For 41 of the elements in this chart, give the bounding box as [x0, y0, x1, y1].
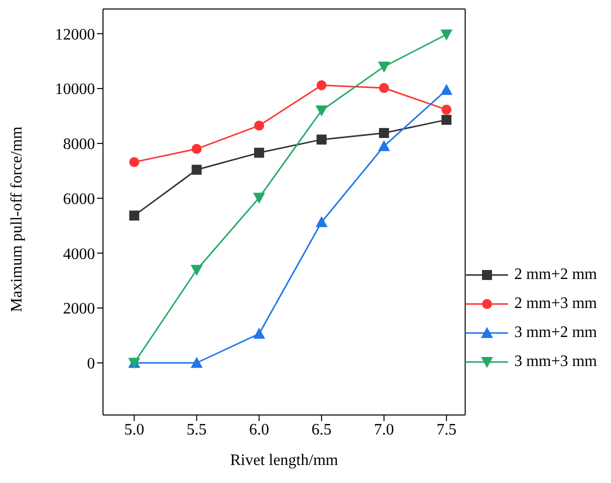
- point: [254, 148, 264, 158]
- point: [316, 106, 328, 116]
- y-tick-label: 4000: [63, 246, 95, 263]
- point: [441, 104, 452, 115]
- legend-label: 2 mm+3 mm: [514, 294, 597, 312]
- y-tick-label: 10000: [55, 81, 95, 98]
- legend-label: 3 mm+3 mm: [514, 352, 597, 370]
- point: [253, 328, 266, 339]
- point: [253, 192, 266, 204]
- x-tick-label: 6.5: [312, 421, 332, 438]
- point: [316, 216, 328, 228]
- point: [190, 356, 203, 368]
- point: [192, 164, 202, 175]
- point: [379, 128, 390, 138]
- legend-label: 3 mm+2 mm: [514, 324, 597, 342]
- x-tick-label: 5.5: [186, 421, 207, 438]
- y-tick-label: 8000: [63, 136, 95, 154]
- legend-label: 2 mm+2 mm: [514, 266, 597, 284]
- y-tick-label: 2000: [63, 300, 95, 318]
- x-tick-label: 7.0: [374, 421, 394, 438]
- y-tick-label: 6000: [63, 190, 95, 208]
- point: [440, 84, 452, 95]
- y-tick-label: 0: [87, 356, 95, 373]
- point: [316, 134, 327, 145]
- point: [190, 264, 203, 276]
- x-tick-label: 5.0: [124, 421, 144, 438]
- point: [378, 62, 390, 73]
- point: [129, 210, 140, 221]
- y-tick-label: 12000: [55, 26, 95, 44]
- y-axis-title: Maximum pull-off force/mm: [8, 126, 26, 312]
- point: [441, 114, 452, 125]
- point: [254, 120, 264, 131]
- x-tick-label: 6.0: [249, 421, 270, 438]
- point: [440, 30, 452, 41]
- point: [378, 140, 390, 152]
- point: [316, 80, 327, 90]
- x-tick-label: 7.5: [436, 421, 456, 438]
- point: [379, 83, 390, 94]
- x-axis-title: Rivet length/mm: [230, 452, 339, 469]
- point: [192, 144, 202, 154]
- point: [129, 157, 140, 168]
